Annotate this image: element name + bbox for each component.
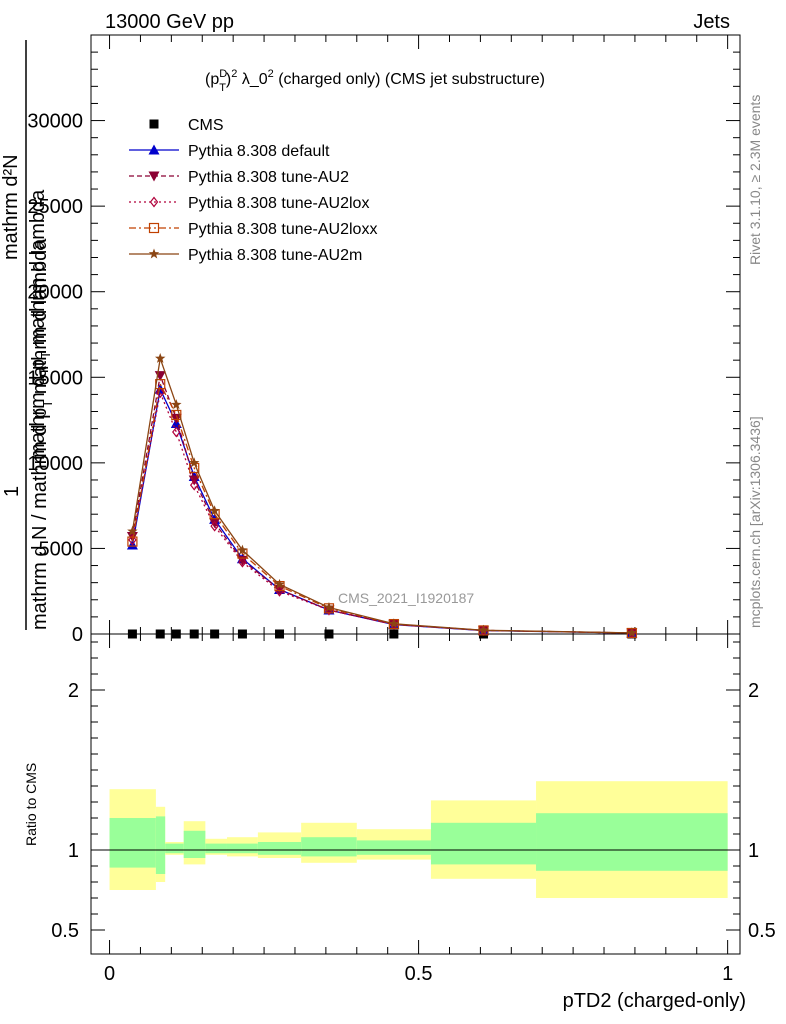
data-point-au2m [188,457,200,468]
data-point-au2m [626,627,638,638]
ratio-band-green-5 [226,843,258,854]
rivet-label: Rivet 3.1.10, ≥ 2.3M events [747,95,763,265]
data-point-cms [237,629,247,639]
legend-label-default: Pythia 8.308 default [188,143,330,160]
ratio-band-green-9 [430,822,537,865]
data-point-au2m [171,399,182,410]
data-point-cms [189,629,199,639]
data-point-cms [324,629,334,639]
ratio-axes: 0.5 0.5 1 1 2 2 0 0.5 1 [51,634,776,985]
ratio-band-green-10 [536,813,728,871]
legend-label-au2m: Pythia 8.308 tune-AU2m [188,247,362,264]
data-point-au2lox [210,520,219,532]
data-point-au2lox [189,479,199,491]
ratio-band-green-3 [183,830,206,858]
legend-marker-au2 [148,171,160,182]
legend-label-cms: CMS [188,117,224,134]
data-point-cms [210,629,220,639]
ratio-ytick-label-right: 0.5 [748,920,776,942]
data-point-cms [389,629,399,639]
ratio-frame [90,633,741,955]
xtick-label: 0 [104,963,115,985]
data-point-au2loxx [127,536,138,547]
data-point-cms [275,629,285,639]
ratio-y-label: Ratio to CMS [23,763,39,846]
ratio-band-green-2 [165,843,184,854]
legend-label-au2loxx: Pythia 8.308 tune-AU2loxx [188,221,377,238]
data-point-au2m [155,352,166,363]
main-axes: 0 5000 10000 15000 20000 25000 30000 [27,35,740,646]
series-line-au2loxx [131,382,632,634]
data-point-cms [171,629,181,639]
xtick-label: 0.5 [405,963,433,985]
ratio-band-green-4 [205,843,227,854]
main-ytick-label: 5000 [39,538,84,560]
ratio-ytick-label-right: 1 [748,840,759,862]
ratio-band-green-0 [109,818,156,868]
ratio-ytick-label-right: 2 [748,680,759,702]
ratio-ytick-label: 1 [68,840,79,862]
header-right: Jets [693,11,730,33]
data-point-au2m [323,601,335,612]
ratio-band-green-6 [257,842,302,855]
legend-marker-au2lox [149,196,159,208]
main-title: (pD T)2 λ_02 (charged only) (CMS jet subs… [205,68,545,94]
ratio-band-green-7 [301,837,357,857]
legend-label-au2lox: Pythia 8.308 tune-AU2lox [188,195,369,212]
legend-marker-cms [149,119,159,129]
ylabel-denominator-top: mathrm d²N [0,154,22,260]
data-point-au2m [478,624,489,635]
legend-marker-au2loxx [148,222,160,234]
legend: CMS Pythia 8.308 default Pythia 8.308 tune… [129,117,377,264]
x-axis-label: pTD2 (charged-only) [563,990,746,1012]
ratio-ytick-label: 0.5 [51,920,79,942]
data-point-au2loxx [171,409,182,421]
mcplots-label: mcplots.cern.ch [arXiv:1306.3436] [747,416,763,628]
series-layer [126,352,638,639]
data-point-au2m [388,618,400,629]
legend-marker-au2m [148,248,160,259]
ratio-ytick-label: 2 [68,680,79,702]
main-y-label: 1 mathrm d N / mathrm d pT mathrm d lamb… [0,40,55,630]
main-ytick-label: 25000 [27,196,83,218]
main-ytick-label: 20000 [27,282,83,304]
data-point-au2m [209,505,220,516]
header-left: 13000 GeV pp [105,11,234,33]
main-ytick-label: 0 [72,624,83,646]
data-point-au2lox [238,556,247,568]
data-point-au2lox [275,585,284,597]
data-point-au2m [127,525,138,536]
ratio-bands [91,781,740,898]
legend-label-au2: Pythia 8.308 tune-AU2 [188,169,349,186]
data-point-au2m [237,544,248,555]
ylabel-one: 1 [1,486,23,497]
ratio-band-green-1 [155,816,166,874]
data-point-au2lox [128,534,137,546]
data-point-au2lox [155,387,165,399]
legend-marker-default [148,144,160,155]
ylabel-numerator: mathrm d N / mathrm d pT mathrm d lambda [29,238,55,630]
watermark: CMS_2021_I1920187 [338,590,474,606]
main-ytick-label: 10000 [27,453,83,475]
data-point-au2 [209,518,221,529]
data-point-au2lox [172,426,181,438]
data-point-cms [155,629,165,639]
data-point-cms [127,629,137,639]
series-au2m [127,352,638,638]
main-ytick-label: 30000 [27,111,83,133]
xtick-label: 1 [722,963,733,985]
main-ytick-label: 15000 [27,367,83,389]
ratio-band-green-8 [356,840,431,855]
ylabel-denominator: mathrm d pT mathrm d lambda [27,189,53,460]
data-point-au2m [274,578,285,589]
